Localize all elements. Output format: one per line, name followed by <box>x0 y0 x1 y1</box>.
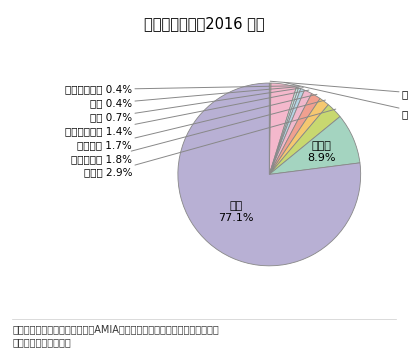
Text: カナダ
8.9%: カナダ 8.9% <box>307 141 335 163</box>
Wedge shape <box>269 88 301 174</box>
Wedge shape <box>269 89 304 174</box>
Wedge shape <box>269 83 296 174</box>
Text: 資料：メキシコ自動車工業界（AMIA）、国立統計地理情報院のデータから: 資料：メキシコ自動車工業界（AMIA）、国立統計地理情報院のデータから <box>12 324 219 334</box>
Wedge shape <box>269 90 312 174</box>
Wedge shape <box>269 87 299 174</box>
Wedge shape <box>178 83 361 266</box>
Text: チリ 0.7%: チリ 0.7% <box>90 88 303 122</box>
Text: 輸出相手国　（2016 年）: 輸出相手国 （2016 年） <box>144 16 264 31</box>
Text: ブラジル 1.7%: ブラジル 1.7% <box>78 94 317 150</box>
Text: アルゼンチン 1.4%: アルゼンチン 1.4% <box>65 90 309 136</box>
Text: ペルー 0.3%: ペルー 0.3% <box>270 81 408 99</box>
Wedge shape <box>269 99 328 174</box>
Wedge shape <box>269 83 271 174</box>
Text: その他 4.5%: その他 4.5% <box>284 82 408 119</box>
Text: プエルトリコ 0.4%: プエルトリコ 0.4% <box>65 84 298 94</box>
Text: ドイツ 2.9%: ドイツ 2.9% <box>84 109 336 178</box>
Text: コロンビア 1.8%: コロンビア 1.8% <box>71 100 326 164</box>
Wedge shape <box>269 94 320 174</box>
Wedge shape <box>269 105 340 174</box>
Wedge shape <box>269 116 360 174</box>
Text: 中国 0.4%: 中国 0.4% <box>90 87 300 108</box>
Text: 経済産業省作成。: 経済産業省作成。 <box>12 337 71 347</box>
Text: 米国
77.1%: 米国 77.1% <box>218 201 254 223</box>
